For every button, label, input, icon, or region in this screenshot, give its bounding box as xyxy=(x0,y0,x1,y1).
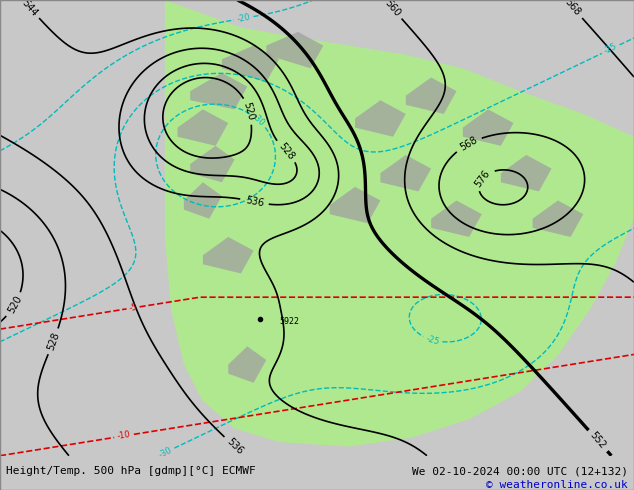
Text: -20: -20 xyxy=(236,13,251,24)
Polygon shape xyxy=(184,182,222,219)
Text: 576: 576 xyxy=(473,168,492,189)
Text: 520: 520 xyxy=(242,101,256,122)
Text: -30: -30 xyxy=(157,445,174,460)
Text: 568: 568 xyxy=(563,0,583,18)
Text: © weatheronline.co.uk: © weatheronline.co.uk xyxy=(486,480,628,490)
Polygon shape xyxy=(533,200,583,237)
Polygon shape xyxy=(190,73,247,109)
Polygon shape xyxy=(406,77,456,114)
Text: 568: 568 xyxy=(458,135,479,153)
Polygon shape xyxy=(178,109,228,146)
Text: 536: 536 xyxy=(224,437,245,457)
Text: -10: -10 xyxy=(117,430,131,441)
Text: 560: 560 xyxy=(382,0,402,19)
Polygon shape xyxy=(228,346,266,383)
Polygon shape xyxy=(501,155,552,192)
Polygon shape xyxy=(190,146,235,182)
Text: 536: 536 xyxy=(244,195,264,209)
Polygon shape xyxy=(330,187,380,223)
Text: 544: 544 xyxy=(20,0,39,18)
Text: 5922: 5922 xyxy=(279,317,299,326)
Polygon shape xyxy=(266,32,323,69)
Text: -25: -25 xyxy=(425,334,440,346)
Polygon shape xyxy=(165,0,634,446)
Text: 552: 552 xyxy=(588,430,608,451)
Text: 520: 520 xyxy=(6,294,23,316)
Polygon shape xyxy=(380,155,431,192)
Polygon shape xyxy=(463,109,514,146)
Text: -25: -25 xyxy=(602,42,619,56)
Polygon shape xyxy=(431,200,482,237)
Text: -30: -30 xyxy=(250,112,267,128)
Text: 528: 528 xyxy=(46,331,61,352)
Text: Height/Temp. 500 hPa [gdmp][°C] ECMWF: Height/Temp. 500 hPa [gdmp][°C] ECMWF xyxy=(6,466,256,476)
Polygon shape xyxy=(355,100,406,137)
Text: 528: 528 xyxy=(276,141,296,162)
Polygon shape xyxy=(203,237,254,273)
Text: We 02-10-2024 00:00 UTC (12+132): We 02-10-2024 00:00 UTC (12+132) xyxy=(411,466,628,476)
Text: -5: -5 xyxy=(128,303,138,313)
Polygon shape xyxy=(222,46,279,82)
